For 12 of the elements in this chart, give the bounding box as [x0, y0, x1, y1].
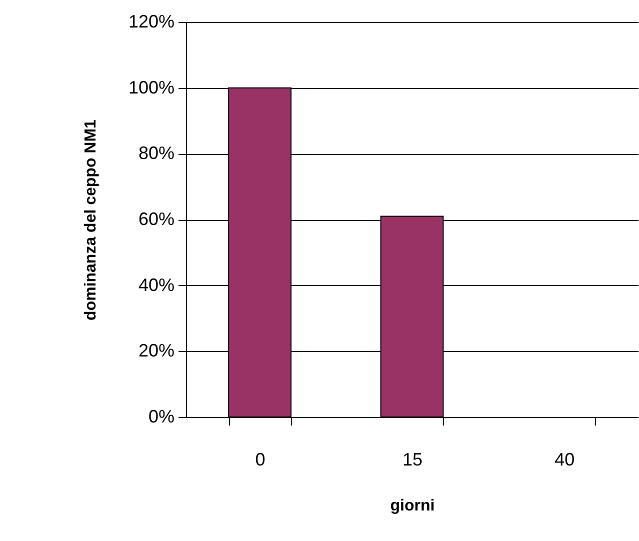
y-tick-label: 20% — [138, 340, 174, 361]
x-tick-label: 40 — [554, 450, 575, 470]
y-tick-label: 80% — [138, 143, 174, 164]
y-tick-label: 40% — [138, 274, 174, 295]
y-axis-title: dominanza del ceppo NM1 — [82, 119, 100, 320]
y-tick-label: 120% — [128, 12, 174, 32]
y-tick-label: 60% — [138, 209, 174, 229]
x-tick-label: 15 — [402, 450, 423, 470]
x-tick-label: 0 — [255, 450, 266, 470]
x-axis-title: giorni — [390, 498, 435, 514]
y-tick-label: 100% — [128, 77, 174, 98]
y-tick-label: 0% — [148, 406, 174, 426]
